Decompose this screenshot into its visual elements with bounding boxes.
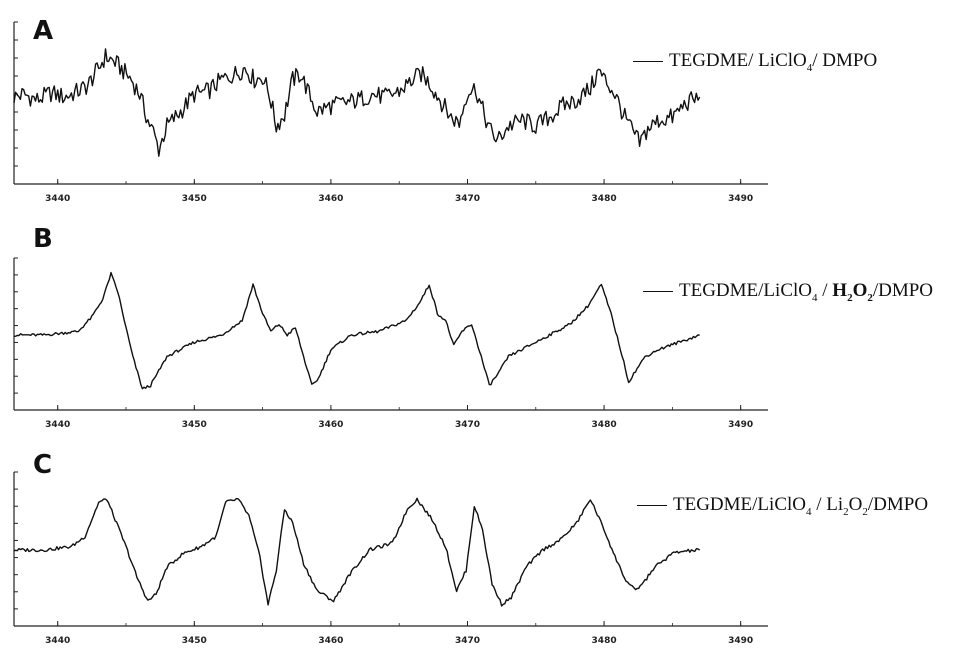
panel-label: A xyxy=(33,16,54,46)
x-tick-label: 3480 xyxy=(592,636,617,646)
x-tick-label: 3490 xyxy=(728,194,753,204)
spectrum-line xyxy=(13,48,701,157)
plot-c: 3440 3450 3460 3470 3480 3490 xyxy=(13,471,768,646)
spectrum-line xyxy=(13,497,701,607)
legend-a: TEGDME/ LiClO4/ DMPO xyxy=(633,50,877,74)
plot-a: 3440 3450 3460 3470 3480 3490 xyxy=(13,21,768,204)
x-tick-label: 3480 xyxy=(592,420,617,430)
plot-b: 3440 3450 3460 3470 3480 3490 xyxy=(13,257,768,430)
panel-label: B xyxy=(33,224,53,254)
x-tick-label: 3460 xyxy=(318,636,343,646)
panel-a: A 3440 3450 3460 3470 3480 3490 TEGDME/ LiClO… xyxy=(0,0,963,210)
x-tick-label: 3460 xyxy=(318,420,343,430)
x-tick-label: 3460 xyxy=(318,194,343,204)
x-tick-label: 3440 xyxy=(45,420,70,430)
legend-text: TEGDME/LiClO4 / Li2O2/DMPO xyxy=(673,494,929,518)
legend-b: TEGDME/LiClO4 / H2O2/DMPO xyxy=(643,280,933,304)
x-tick-label: 3470 xyxy=(455,636,480,646)
panel-c: C 3440 3450 3460 3470 3480 3490 TEGDME/LiClO4… xyxy=(0,430,963,650)
legend-c: TEGDME/LiClO4 / Li2O2/DMPO xyxy=(637,494,928,518)
panel-b: B 3440 3450 3460 3470 3480 3490 TEGDME/LiClO4… xyxy=(0,210,963,430)
x-tick-label: 3480 xyxy=(592,194,617,204)
legend-text: TEGDME/LiClO4 / H2O2/DMPO xyxy=(679,280,934,304)
legend-swatch xyxy=(633,61,663,63)
legend-swatch xyxy=(643,291,673,293)
x-tick-label: 3450 xyxy=(182,194,207,204)
legend-swatch xyxy=(637,505,667,507)
panel-label: C xyxy=(33,450,53,480)
x-tick-label: 3470 xyxy=(455,420,480,430)
x-tick-label: 3470 xyxy=(455,194,480,204)
x-tick-label: 3450 xyxy=(182,636,207,646)
x-tick-label: 3490 xyxy=(728,420,753,430)
spectrum-line xyxy=(13,271,700,390)
x-tick-label: 3440 xyxy=(45,194,70,204)
legend-text: TEGDME/ LiClO4/ DMPO xyxy=(669,50,878,74)
x-tick-label: 3440 xyxy=(45,636,70,646)
x-tick-label: 3490 xyxy=(728,636,753,646)
x-tick-label: 3450 xyxy=(182,420,207,430)
